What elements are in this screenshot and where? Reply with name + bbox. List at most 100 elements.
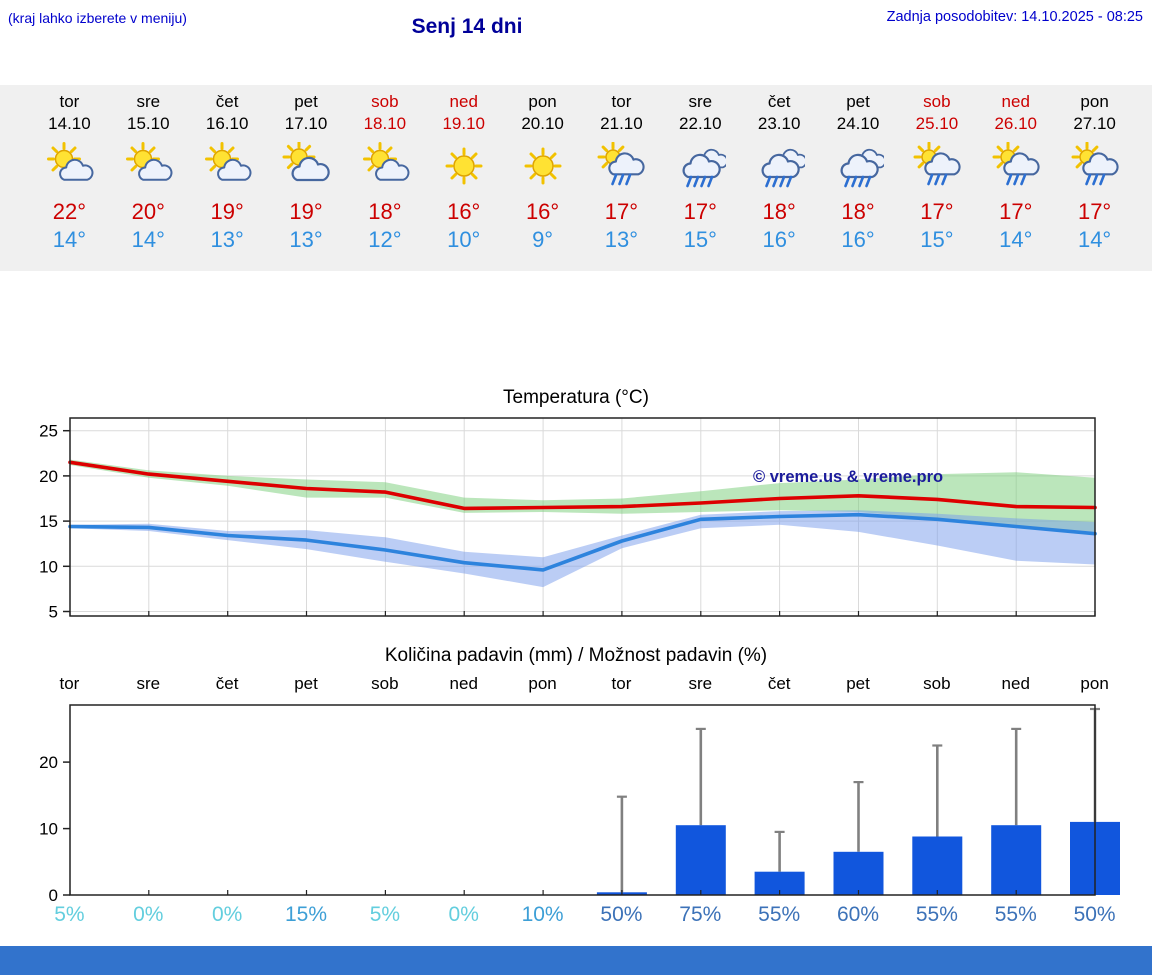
weather-icon-partly	[188, 137, 267, 195]
precipitation-day-labels: tor sre čet pet sob ned pon tor sre čet pet sob ned p…	[30, 674, 1134, 694]
temp-max: 16°	[525, 199, 560, 224]
temp-max: 17°	[683, 199, 717, 224]
precip-day-label: pet	[846, 674, 870, 693]
temp-min: 13°	[604, 227, 639, 252]
forecast-day-column: pet 17.10 19° 13°	[267, 85, 346, 271]
forecast-day-column: sre 22.10 17° 15°	[661, 85, 740, 271]
day-date: 20.10	[521, 114, 564, 133]
precip-day-label: pon	[528, 674, 557, 693]
temp-min: 13°	[289, 227, 323, 252]
weather-icon-sunny	[424, 137, 503, 195]
precip-probability: 60%	[837, 903, 880, 926]
precip-probability: 55%	[915, 903, 958, 926]
precip-day-label: pon	[1080, 674, 1109, 693]
forecast-day-column: pon 27.10 17° 14°	[1055, 85, 1134, 271]
day-date: 15.10	[127, 114, 170, 133]
temp-max: 18°	[368, 199, 402, 224]
precip-day-label: tor	[59, 674, 80, 693]
forecast-day-column: ned 26.10 17° 14°	[976, 85, 1055, 271]
day-name: sob	[923, 92, 951, 111]
precip-probability: 15%	[284, 903, 328, 926]
day-name: sob	[371, 92, 399, 111]
temp-min: 12°	[368, 227, 402, 252]
day-name: čet	[767, 92, 791, 111]
day-date: 21.10	[600, 114, 643, 133]
forecast-day-columns: tor 14.10 22° 14° sre 15.10 20° 14° čet 16.10 19° 1…	[30, 85, 1134, 271]
day-date: 14.10	[48, 114, 91, 133]
precip-probability: 55%	[994, 903, 1037, 926]
day-date: 25.10	[915, 114, 959, 133]
temperature-chart-title: Temperatura (°C)	[503, 387, 649, 408]
day-date: 22.10	[679, 114, 722, 133]
bottom-section-strip	[0, 946, 1152, 975]
precip-day-label: sre	[688, 674, 713, 693]
precip-day-label: ned	[1001, 674, 1030, 693]
temp-max: 17°	[920, 199, 954, 224]
svg-text:0: 0	[49, 886, 58, 901]
temp-max: 20°	[131, 199, 165, 224]
temp-min: 9°	[532, 227, 554, 252]
day-date: 19.10	[442, 114, 485, 133]
precip-probability: 5%	[54, 903, 85, 926]
temp-max: 16°	[447, 199, 481, 224]
svg-text:25: 25	[39, 422, 58, 441]
day-name: ned	[1001, 92, 1030, 111]
forecast-day-column: čet 16.10 19° 13°	[188, 85, 267, 271]
day-date: 16.10	[205, 114, 249, 133]
precip-day-label: čet	[215, 674, 239, 693]
temp-min: 14°	[131, 227, 165, 252]
temp-min: 16°	[762, 227, 796, 252]
day-date: 24.10	[836, 114, 880, 133]
forecast-day-column: sob 25.10 17° 15°	[897, 85, 976, 271]
temp-max: 22°	[52, 199, 87, 224]
forecast-day-column: pon 20.10 16° 9°	[503, 85, 582, 271]
temp-max: 17°	[1077, 199, 1112, 224]
svg-text:10: 10	[39, 820, 58, 839]
day-name: pon	[528, 92, 557, 111]
forecast-day-column: tor 14.10 22° 14°	[30, 85, 109, 271]
forecast-day-column: čet 23.10 18° 16°	[740, 85, 819, 271]
day-name: sre	[136, 92, 161, 111]
weather-icon-sunny	[503, 137, 582, 195]
day-date: 17.10	[284, 114, 328, 133]
weather-icon-rain-sun	[976, 137, 1055, 195]
weather-icon-rain	[740, 137, 819, 195]
day-name: čet	[215, 92, 239, 111]
forecast-strip: tor 14.10 22° 14° sre 15.10 20° 14° čet 16.10 19° 1…	[0, 85, 1152, 271]
precip-probability: 50%	[1073, 903, 1116, 926]
weather-icon-partly	[30, 137, 109, 195]
precip-probability: 5%	[369, 903, 401, 926]
precip-probability: 10%	[521, 903, 564, 926]
svg-text:20: 20	[39, 753, 58, 772]
last-update-text: Zadnja posodobitev: 14.10.2025 - 08:25	[886, 9, 1143, 25]
location-menu-hint[interactable]: (kraj lahko izberete v meniju)	[8, 10, 187, 26]
svg-text:10: 10	[39, 557, 58, 576]
svg-text:© vreme.us & vreme.pro: © vreme.us & vreme.pro	[753, 468, 943, 486]
day-name: pon	[1080, 92, 1109, 111]
temp-max: 17°	[999, 199, 1033, 224]
precip-probability: 0%	[448, 903, 479, 926]
svg-text:15: 15	[39, 512, 58, 531]
precip-probability: 0%	[133, 903, 164, 926]
precip-day-label: sob	[923, 674, 951, 693]
weather-icon-rain	[661, 137, 740, 195]
temp-min: 14°	[999, 227, 1033, 252]
svg-text:5: 5	[49, 603, 58, 621]
temp-max: 18°	[841, 199, 875, 224]
forecast-day-column: sre 15.10 20° 14°	[109, 85, 188, 271]
temp-min: 14°	[52, 227, 87, 252]
weather-icon-rain-sun	[897, 137, 976, 195]
temp-min: 10°	[447, 227, 481, 252]
weather-icon-rain	[819, 137, 898, 195]
day-name: pet	[294, 92, 318, 111]
precip-day-label: pet	[294, 674, 318, 693]
precip-day-label: sre	[136, 674, 161, 693]
day-date: 23.10	[757, 114, 801, 133]
precipitation-chart-title: Količina padavin (mm) / Možnost padavin …	[384, 645, 768, 666]
precip-probability: 75%	[679, 903, 722, 926]
temp-max: 19°	[210, 199, 244, 224]
forecast-day-column: pet 24.10 18° 16°	[819, 85, 898, 271]
precipitation-probability-labels: 5% 0% 0% 15% 5% 0% 10% 50% 75% 55% 60% 55% 55% 50%	[30, 903, 1134, 927]
weather-icon-rain-sun	[1055, 137, 1134, 195]
forecast-day-column: ned 19.10 16° 10°	[424, 85, 503, 271]
